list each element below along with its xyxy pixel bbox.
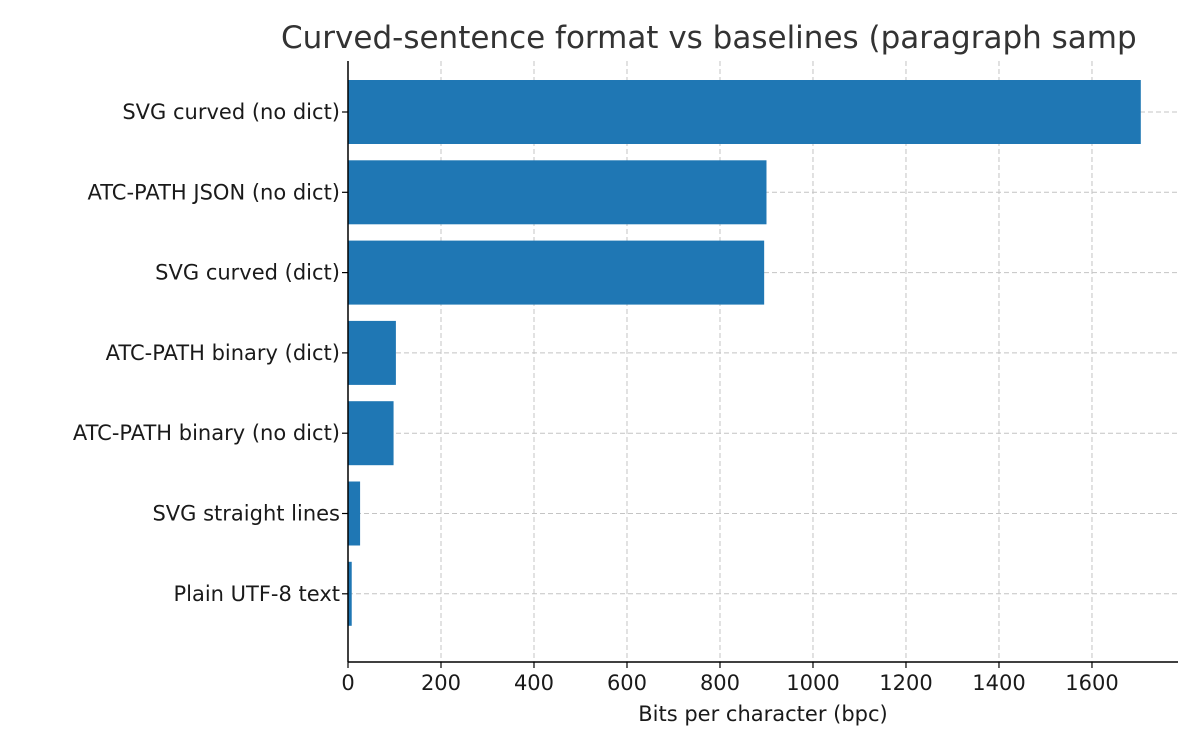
bar: [348, 80, 1141, 144]
bar: [348, 160, 767, 225]
axes: [347, 61, 1178, 663]
x-tick-label: 1000: [786, 671, 839, 695]
x-tick-label: 200: [421, 671, 461, 695]
bar: [348, 401, 394, 466]
bar: [348, 240, 765, 305]
x-ticks: 0 200 400 600 800 1000 1200 1400 1600: [341, 662, 1119, 695]
x-axis-label: Bits per character (bpc): [638, 702, 887, 726]
y-tick-label: ATC-PATH JSON (no dict): [87, 180, 340, 204]
x-tick-label: 1200: [879, 671, 932, 695]
chart-title: Curved-sentence format vs baselines (par…: [281, 20, 1137, 56]
y-tick-label: SVG curved (dict): [155, 261, 340, 285]
x-tick-label: 0: [341, 671, 354, 695]
y-tick-label: SVG straight lines: [152, 502, 340, 526]
y-tick-label: ATC-PATH binary (no dict): [73, 421, 340, 445]
y-tick-label: ATC-PATH binary (dict): [106, 341, 340, 365]
x-tick-label: 1400: [972, 671, 1025, 695]
x-tick-label: 1600: [1065, 671, 1118, 695]
y-ticks: SVG curved (no dict) ATC-PATH JSON (no di…: [73, 100, 348, 606]
bar: [348, 481, 361, 546]
x-tick-label: 400: [514, 671, 554, 695]
bar: [348, 320, 396, 385]
x-tick-label: 800: [700, 671, 740, 695]
bar: [348, 561, 352, 626]
y-tick-label: SVG curved (no dict): [122, 100, 340, 124]
y-tick-label: Plain UTF-8 text: [173, 582, 340, 606]
bars: [348, 80, 1141, 626]
x-tick-label: 600: [607, 671, 647, 695]
grid-lines: [347, 61, 1178, 662]
